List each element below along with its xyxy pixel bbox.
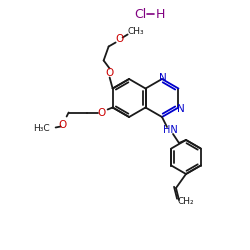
Text: HN: HN — [162, 125, 178, 135]
Text: N: N — [159, 73, 167, 83]
Text: CH₃: CH₃ — [127, 27, 144, 36]
Text: O: O — [106, 68, 114, 78]
Text: Cl: Cl — [134, 8, 146, 20]
Text: CH₂: CH₂ — [178, 198, 194, 206]
Text: O: O — [58, 120, 67, 130]
Text: O: O — [98, 108, 106, 118]
Text: O: O — [116, 34, 124, 43]
Text: N: N — [176, 104, 184, 114]
Text: H₃C: H₃C — [33, 124, 50, 133]
Text: H: H — [155, 8, 165, 20]
